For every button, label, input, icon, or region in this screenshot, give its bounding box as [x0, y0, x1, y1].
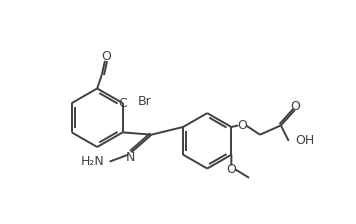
Text: O: O — [290, 100, 300, 113]
Text: H₂N: H₂N — [81, 155, 105, 168]
Text: O: O — [101, 50, 111, 63]
Text: C: C — [118, 97, 127, 110]
Text: Br: Br — [138, 95, 152, 108]
Text: O: O — [226, 163, 236, 176]
Text: N: N — [126, 151, 135, 164]
Text: O: O — [237, 119, 247, 132]
Text: OH: OH — [295, 134, 314, 147]
